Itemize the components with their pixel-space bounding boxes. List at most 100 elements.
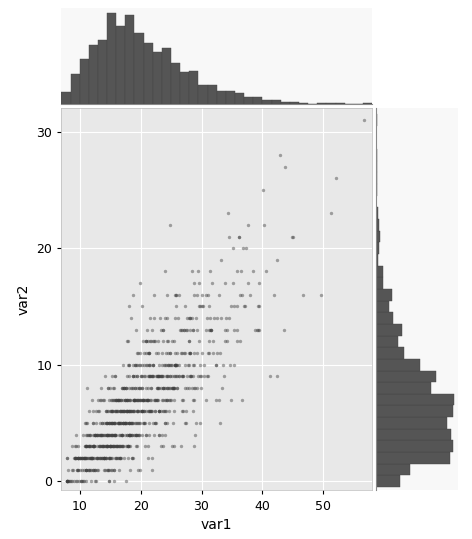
Point [175,291,183,299]
Point [89,453,97,462]
Point [85,442,93,451]
Point [105,419,113,427]
Point [145,372,152,381]
Point [288,232,296,241]
Point [100,453,108,462]
Point [88,453,95,462]
Point [182,407,190,416]
Point [190,361,197,369]
Point [162,361,170,369]
Point [184,384,191,392]
Point [103,465,110,474]
Point [82,419,89,427]
Point [117,419,125,427]
Point [171,361,179,369]
Point [158,430,166,439]
Bar [376,114,377,126]
Bar [376,172,377,184]
Point [137,372,144,381]
Bar [153,52,162,103]
Point [120,453,128,462]
Point [100,465,108,474]
Point [78,453,86,462]
Point [159,384,167,392]
Point [127,384,135,392]
Point [85,407,93,416]
Point [96,453,104,462]
Point [150,372,157,381]
Point [127,419,135,427]
Point [144,395,152,404]
Point [86,430,94,439]
Point [124,453,132,462]
Point [146,372,153,381]
Point [181,326,188,334]
Point [116,453,124,462]
Bar [376,394,454,405]
Bar [376,324,402,336]
Point [136,349,143,357]
Point [122,384,130,392]
Point [121,430,129,439]
Point [92,430,100,439]
Point [166,372,173,381]
Bar [376,184,377,196]
Point [119,407,127,416]
Point [73,453,80,462]
Point [82,465,90,474]
Point [189,326,196,334]
Point [163,314,171,322]
Point [91,477,99,486]
Point [74,453,82,462]
Point [181,384,189,392]
Point [160,442,167,451]
Point [111,407,119,416]
Point [96,442,103,451]
Point [111,372,119,381]
Point [234,326,241,334]
Point [118,407,125,416]
Point [126,407,134,416]
Point [119,442,126,451]
Point [158,326,165,334]
Point [179,407,186,416]
Point [183,326,190,334]
Bar [376,301,389,312]
Point [96,442,104,451]
Point [89,442,96,451]
Point [109,407,117,416]
Point [141,395,149,404]
Point [84,419,91,427]
Point [106,442,113,451]
Point [135,384,143,392]
Point [204,372,211,381]
Point [221,326,228,334]
Point [113,453,120,462]
Point [110,430,118,439]
Point [112,430,120,439]
Point [120,419,127,427]
Point [101,465,109,474]
Point [212,361,220,369]
Point [86,430,93,439]
Point [93,442,101,451]
Point [89,465,97,474]
Point [126,430,133,439]
Point [126,442,133,451]
Point [183,419,190,427]
Point [124,442,132,451]
Point [115,395,122,404]
Point [243,244,250,252]
Point [112,407,119,416]
Point [126,407,134,416]
Point [162,372,169,381]
Point [154,337,162,345]
Point [106,384,113,392]
Point [109,384,116,392]
Point [98,442,106,451]
Point [89,395,96,404]
Point [236,232,243,241]
Point [273,255,280,264]
Point [124,442,132,451]
Bar [217,91,226,103]
